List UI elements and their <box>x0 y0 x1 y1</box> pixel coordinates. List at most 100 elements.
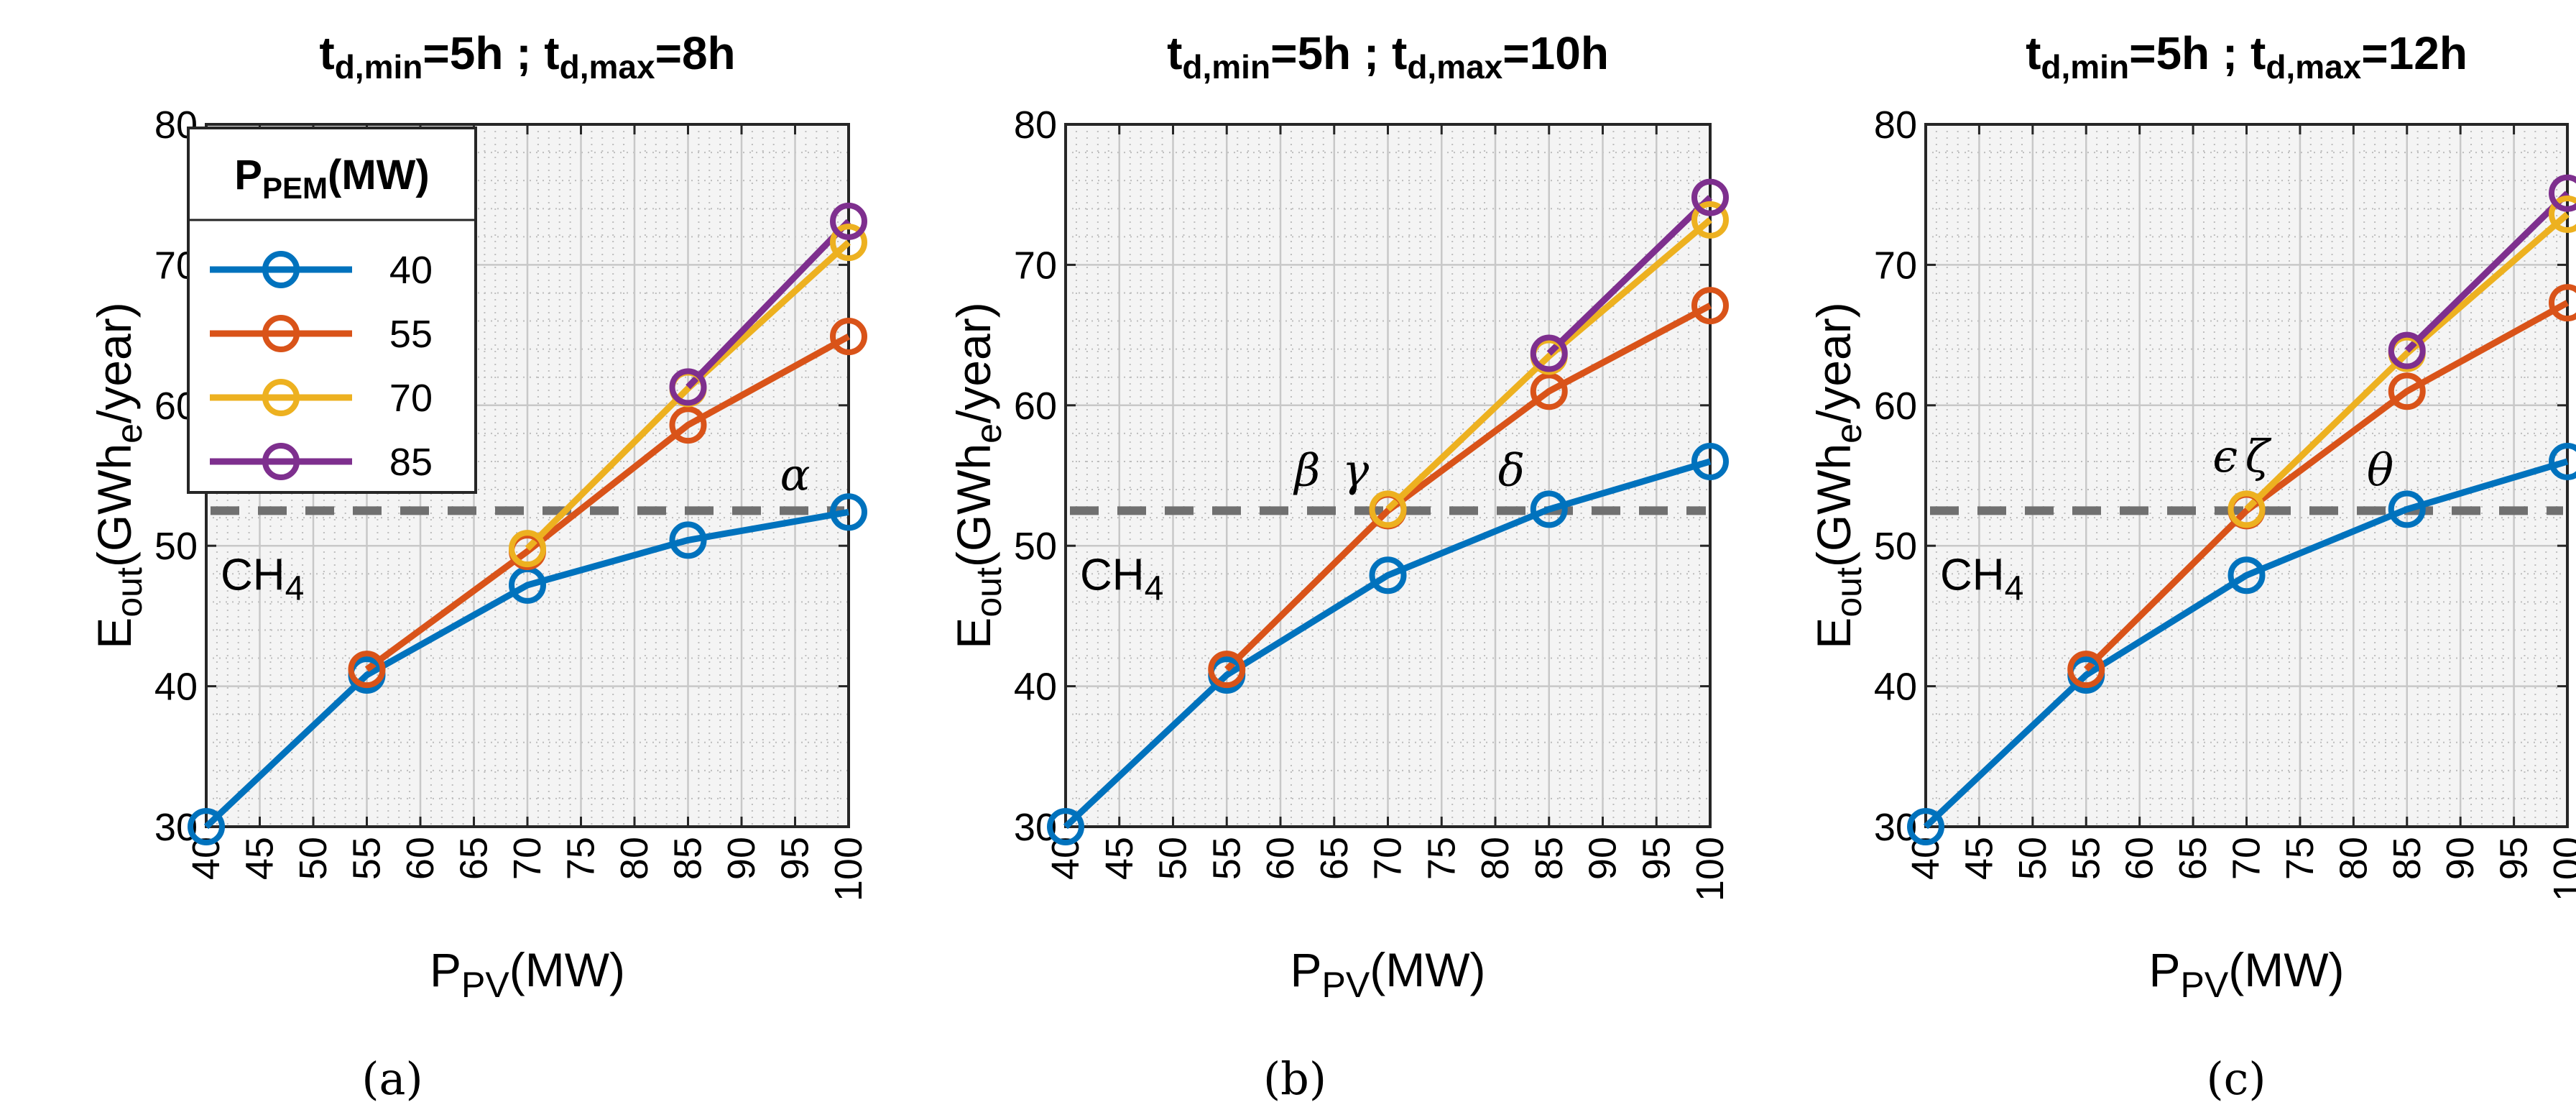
y-tick-label: 40 <box>1874 666 1917 709</box>
data-point-40 <box>2549 442 2576 480</box>
data-point-70 <box>509 530 546 568</box>
series-line-70 <box>2244 211 2570 512</box>
data-point-55 <box>1691 287 1729 325</box>
series-line-40 <box>203 508 849 830</box>
data-point-55 <box>1208 651 1246 689</box>
x-tick-label: 65 <box>2171 837 2215 880</box>
x-axis-label: PPV(MW) <box>2149 943 2345 1005</box>
annotation-label: α <box>780 448 811 500</box>
series-line-85 <box>2404 191 2570 353</box>
data-point-40 <box>1530 490 1568 528</box>
data-point-85 <box>1530 334 1568 372</box>
data-point-55 <box>2067 651 2105 689</box>
data-point-40 <box>1691 442 1729 480</box>
chart-title: td,min=5h ; td,max=10h <box>1167 27 1609 86</box>
y-axis-label: Eout(GWhe/year) <box>88 302 149 648</box>
x-tick-label: 45 <box>239 837 282 880</box>
x-tick-label: 95 <box>2493 837 2536 880</box>
x-tick-label: 85 <box>667 837 710 880</box>
series-line-40 <box>1063 458 1712 830</box>
y-axis-label: Eout(GWhe/year) <box>947 302 1009 648</box>
y-tick-label: 60 <box>1874 385 1917 428</box>
data-point-55 <box>2549 284 2576 322</box>
x-tick-label: 90 <box>1582 837 1625 880</box>
series-line-55 <box>1224 303 1712 672</box>
x-axis-label: PPV(MW) <box>1291 943 1486 1005</box>
data-point-40 <box>1369 556 1407 595</box>
x-tick-label: 60 <box>2118 837 2161 880</box>
y-axis-label: Eout(GWhe/year) <box>1807 302 1869 648</box>
series-line-70 <box>525 239 851 551</box>
data-point-55 <box>2388 372 2426 410</box>
x-tick-label: 100 <box>1689 837 1732 901</box>
data-point-40 <box>1047 808 1084 845</box>
y-tick-label: 50 <box>1014 525 1057 568</box>
legend-title: PPEM(MW) <box>234 152 429 205</box>
x-axis-label: PPV(MW) <box>430 943 625 1005</box>
x-tick-label: 75 <box>2279 837 2322 880</box>
x-tick-label: 100 <box>2546 837 2576 901</box>
x-tick-label: 90 <box>2439 837 2482 880</box>
x-tick-label: 80 <box>1474 837 1517 880</box>
data-point-70 <box>830 224 867 262</box>
chart-title: td,min=5h ; td,max=12h <box>2026 27 2467 86</box>
data-point-40 <box>2228 556 2266 595</box>
annotation-label: β <box>1293 444 1320 496</box>
data-point-85 <box>830 202 867 240</box>
x-tick-label: 45 <box>1098 837 1141 880</box>
x-tick-label: 80 <box>613 837 656 880</box>
data-point-55 <box>1530 372 1568 410</box>
x-tick-label: 95 <box>1635 837 1678 880</box>
data-point-85 <box>1691 178 1729 216</box>
x-tick-label: 70 <box>1367 837 1410 880</box>
series-line-85 <box>1546 195 1713 356</box>
x-tick-label: 75 <box>560 837 603 880</box>
x-tick-label: 70 <box>506 837 549 880</box>
y-tick-label: 50 <box>154 525 198 568</box>
y-tick-label: 80 <box>1014 104 1057 147</box>
x-tick-label: 50 <box>2011 837 2054 880</box>
x-tick-label: 85 <box>1528 837 1571 880</box>
data-point-55 <box>669 406 707 444</box>
x-tick-label: 90 <box>720 837 763 880</box>
data-point-85 <box>669 368 707 406</box>
series-line-70 <box>1385 217 1712 512</box>
panel-caption: (c) <box>2206 1052 2266 1105</box>
y-tick-label: 70 <box>1014 244 1057 287</box>
data-point-70 <box>1691 201 1729 239</box>
x-tick-label: 60 <box>399 837 442 880</box>
data-point-40 <box>1907 808 1944 845</box>
series-line-55 <box>364 334 851 672</box>
y-tick-label: 60 <box>1014 385 1057 428</box>
legend-marker-85 <box>262 443 300 480</box>
legend: PPEM(MW) 40 55 70 85 <box>187 127 477 494</box>
x-tick-label: 100 <box>827 837 870 901</box>
data-point-85 <box>2549 174 2576 212</box>
x-tick-label: 60 <box>1259 837 1302 880</box>
series-line-55 <box>2084 300 2570 672</box>
x-tick-label: 65 <box>1313 837 1356 880</box>
annotation-label: ζ <box>2245 430 2272 482</box>
legend-label-85: 85 <box>389 441 433 484</box>
legend-label-70: 70 <box>389 377 433 420</box>
panel-caption: (a) <box>361 1052 423 1105</box>
legend-marker-70 <box>262 379 300 416</box>
annotation-label: γ <box>1342 444 1370 496</box>
y-tick-label: 40 <box>1014 666 1057 709</box>
data-point-70 <box>2549 196 2576 234</box>
data-point-70 <box>2228 490 2266 528</box>
series-line-40 <box>1923 458 2569 830</box>
legend-box <box>187 127 477 494</box>
annotation-label: θ <box>2367 444 2393 496</box>
data-point-40 <box>669 521 707 559</box>
ch4-label: CH4 <box>1080 550 1163 607</box>
annotation-label: ϵ <box>2212 430 2238 482</box>
panel-c: 40 45 50 55 60 65 70 75 80 85 90 95 100304050607080t… <box>1807 27 2576 1105</box>
y-tick-label: 80 <box>1874 104 1917 147</box>
y-tick-label: 40 <box>154 666 198 709</box>
data-point-85 <box>2388 331 2426 369</box>
panel-a: 40 45 50 55 60 65 70 75 80 85 90 95 100304050607080t… <box>88 27 870 1105</box>
data-point-70 <box>1369 490 1407 528</box>
chart-title: td,min=5h ; td,max=8h <box>319 27 735 86</box>
